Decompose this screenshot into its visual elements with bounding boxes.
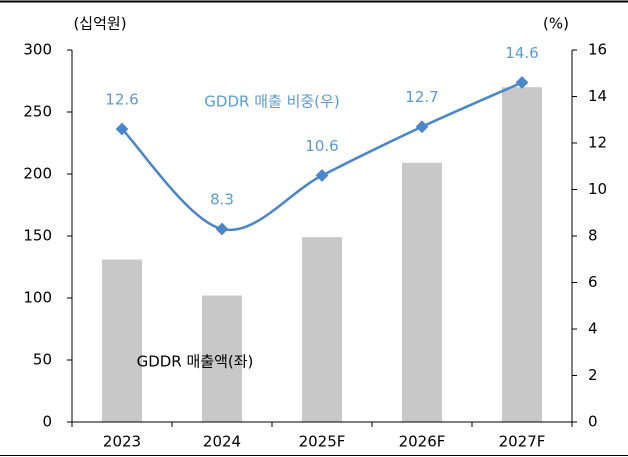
y2-axis-label: (%) xyxy=(543,15,569,33)
line xyxy=(121,81,523,232)
line-marker xyxy=(315,169,329,182)
y2-tick-label: 10 xyxy=(588,180,607,198)
y2-tick-label: 6 xyxy=(588,273,598,291)
y-tick-label: 200 xyxy=(23,165,52,183)
data-label: 12.6 xyxy=(105,91,138,109)
y2-tick-label: 2 xyxy=(588,366,598,384)
x-tick-label: 2023 xyxy=(103,433,141,451)
y2-tick-label: 0 xyxy=(588,413,598,431)
x-tick-label: 2025F xyxy=(299,433,346,451)
x-tick-label: 2024 xyxy=(203,433,241,451)
y-tick-label: 0 xyxy=(42,413,52,431)
y2-tick-label: 12 xyxy=(588,134,607,152)
y-tick-label: 250 xyxy=(23,103,52,121)
x-tick-label: 2026F xyxy=(399,433,446,451)
bar xyxy=(302,237,342,422)
line-marker xyxy=(415,120,429,134)
bar-series-label: GDDR 매출액(좌) xyxy=(137,353,254,371)
data-label: 12.7 xyxy=(405,88,438,106)
y-tick-label: 150 xyxy=(23,227,52,245)
data-label: 10.6 xyxy=(305,137,338,155)
y2-tick-label: 14 xyxy=(588,87,607,105)
y-axis-label: (십억원) xyxy=(73,15,126,33)
bar xyxy=(502,87,542,422)
bar xyxy=(402,162,442,422)
line-marker xyxy=(215,222,229,236)
bar xyxy=(202,295,242,422)
y-tick-label: 50 xyxy=(33,351,52,369)
y2-tick-label: 4 xyxy=(588,320,598,338)
y2-tick-label: 16 xyxy=(588,41,607,59)
y2-tick-label: 8 xyxy=(588,227,598,245)
y-tick-label: 100 xyxy=(23,289,52,307)
bar xyxy=(102,259,142,422)
y-tick-label: 300 xyxy=(23,41,52,59)
line-series-label: GDDR 매출 비중(우) xyxy=(204,93,339,111)
line-marker xyxy=(515,76,529,89)
data-label: 14.6 xyxy=(505,44,538,62)
x-tick-label: 2027F xyxy=(499,433,546,451)
data-label: 8.3 xyxy=(210,191,234,209)
